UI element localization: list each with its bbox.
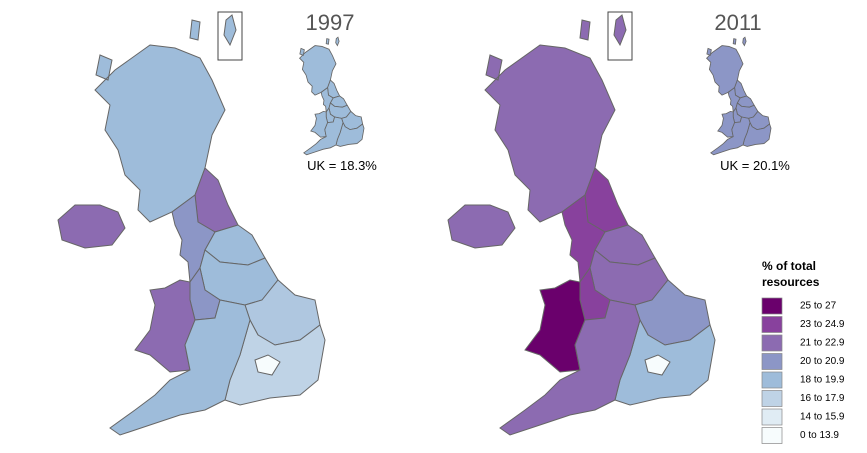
legend: % of total resources 25 to 27 23 to 24.9 2… <box>761 259 845 444</box>
legend-label: 23 to 24.9 <box>800 319 845 330</box>
legend-swatch <box>761 353 783 370</box>
uk-label: UK = 20.1% <box>720 158 790 173</box>
legend-title: % of total <box>762 259 816 273</box>
map-1997 <box>57 11 364 436</box>
legend-swatch <box>761 408 783 426</box>
map-title: 1997 <box>306 10 355 35</box>
legend-swatch <box>761 390 783 407</box>
legend-label: 14 to 15.9 <box>800 412 845 423</box>
uk-label: UK = 18.3% <box>307 158 377 173</box>
legend-label: 20 to 20.9 <box>800 356 845 367</box>
legend-label: 21 to 22.9 <box>800 338 845 349</box>
legend-swatch <box>761 371 783 389</box>
legend-swatch <box>761 297 783 315</box>
legend-swatch <box>761 316 783 333</box>
legend-label: 16 to 17.9 <box>800 393 845 404</box>
legend-label: 18 to 19.9 <box>800 375 845 386</box>
legend-label: 25 to 27 <box>800 301 837 312</box>
map-2011 <box>447 11 771 436</box>
legend-swatch <box>761 334 783 352</box>
legend-title: resources <box>762 275 820 289</box>
map-title: 2011 <box>714 10 761 35</box>
legend-label: 0 to 13.9 <box>800 430 839 441</box>
legend-swatch <box>761 427 783 444</box>
